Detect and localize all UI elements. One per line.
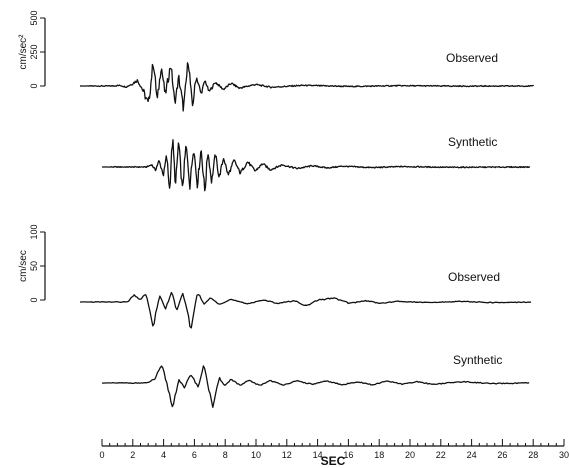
x-tick-label: 30 — [559, 450, 569, 460]
x-tick-label: 18 — [374, 450, 384, 460]
x-axis: 0 2 4 6 8 10 12 14 16 18 20 22 24 26 28 30 — [99, 439, 569, 460]
trace-observed-velocity — [80, 291, 532, 329]
trace-label-synthetic-acceleration: Synthetic — [448, 135, 497, 149]
y-tick-label-velocity-50: 50 — [29, 261, 39, 271]
y-unit-label-acceleration: cm/sec² — [18, 34, 29, 70]
x-axis-title: SEC — [321, 454, 346, 468]
trace-synthetic-velocity — [101, 365, 530, 408]
x-tick-label: 16 — [343, 450, 353, 460]
x-tick-label: 26 — [497, 450, 507, 460]
trace-synthetic-acceleration — [101, 139, 531, 192]
x-tick-label: 14 — [313, 450, 323, 460]
trace-observed-acceleration — [79, 62, 534, 112]
x-tick-label: 12 — [282, 450, 292, 460]
trace-label-synthetic-velocity: Synthetic — [453, 353, 502, 367]
x-tick-label: 8 — [223, 450, 228, 460]
x-tick-label: 28 — [528, 450, 538, 460]
x-tick-label: 0 — [99, 450, 104, 460]
x-tick-label: 24 — [467, 450, 477, 460]
y-unit-label-velocity: cm/sec — [18, 250, 29, 282]
panel-velocity: 0 50 100 cm/sec Observed Synthetic — [18, 224, 532, 408]
trace-label-observed-velocity: Observed — [448, 270, 500, 284]
x-tick-label: 20 — [405, 450, 415, 460]
trace-label-observed-acceleration: Observed — [446, 51, 498, 65]
x-tick-label: 22 — [436, 450, 446, 460]
x-tick-label: 10 — [251, 450, 261, 460]
x-tick-label: 6 — [192, 450, 197, 460]
panel-acceleration: 0 250 500 cm/sec² Observed Synthetic — [18, 10, 534, 192]
y-tick-label-acceleration-0: 0 — [29, 83, 39, 88]
y-tick-label-acceleration-250: 250 — [29, 44, 39, 59]
x-tick-label: 4 — [161, 450, 166, 460]
y-tick-label-velocity-100: 100 — [29, 224, 39, 239]
y-tick-label-acceleration-500: 500 — [29, 10, 39, 25]
x-tick-label: 2 — [130, 450, 135, 460]
y-tick-label-velocity-0: 0 — [29, 297, 39, 302]
